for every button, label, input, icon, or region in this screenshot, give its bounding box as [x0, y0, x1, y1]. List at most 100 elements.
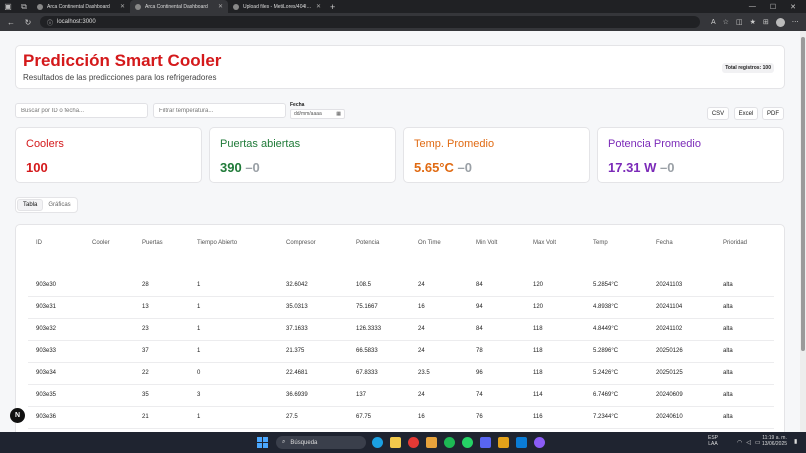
table-cell: 36.6939 [286, 392, 308, 398]
table-row[interactable]: 903e31 13 1 35.0313 75.1667 16 94 120 4.8938°C 20… [28, 297, 774, 319]
table-cell: 5.2426°C [593, 370, 619, 376]
table-cell: alta [723, 370, 733, 376]
table-cell: alta [723, 326, 733, 332]
export-pdf-button[interactable]: PDF [762, 107, 784, 120]
notifications-icon[interactable]: ▮ [794, 439, 798, 445]
temperature-filter-input[interactable] [153, 103, 286, 118]
taskbar-search[interactable]: ⌕ Búsqueda [276, 436, 366, 449]
browser-tab-2[interactable]: Arca Continental Dashboard ✕ [130, 0, 228, 13]
table-cell: 4.8938°C [593, 304, 619, 310]
table-cell: 116 [533, 414, 543, 420]
favorites-icon[interactable]: ★ [749, 19, 756, 26]
browser-tab-strip: ▣ ⧉ Arca Continental Dashboard ✕ Arca Co… [0, 0, 806, 13]
table-row[interactable]: 903e35 35 3 36.6939 137 24 74 114 6.7469°C 202406… [28, 385, 774, 407]
opera-icon[interactable] [408, 437, 419, 448]
table-cell: 903e34 [36, 370, 57, 376]
browser-tab-1[interactable]: Arca Continental Dashboard ✕ [32, 0, 130, 13]
tab-charts[interactable]: Gráficas [48, 202, 71, 208]
total-records-badge: Total registros: 100 [722, 63, 774, 73]
app-icon[interactable] [426, 437, 437, 448]
app-icon-2[interactable] [498, 437, 509, 448]
maximize-icon[interactable]: ☐ [769, 3, 777, 11]
table-cell: 6.7469°C [593, 392, 619, 398]
taskbar-search-label: Búsqueda [290, 439, 318, 446]
tab-table[interactable]: Tabla [17, 199, 44, 211]
collections-icon[interactable]: ⊞ [762, 19, 769, 26]
edge-icon[interactable] [372, 437, 383, 448]
minimize-icon[interactable]: — [748, 2, 756, 10]
table-cell: 24 [418, 326, 425, 332]
app-icon-3[interactable] [534, 437, 545, 448]
close-icon[interactable]: ✕ [217, 4, 223, 10]
table-cell: 5.2896°C [593, 348, 619, 354]
export-csv-button[interactable]: CSV [707, 107, 729, 120]
view-tabs: Tabla Gráficas [15, 197, 78, 213]
table-cell: 20241104 [656, 304, 683, 310]
dev-indicator-button[interactable]: N [10, 408, 25, 423]
browser-tab-3[interactable]: Upload files - MetiLores/404lour... ✕ [228, 0, 326, 13]
read-aloud-icon[interactable]: A [711, 18, 716, 26]
url-field[interactable]: ⓘ localhost:3000 [40, 16, 700, 28]
vscode-icon[interactable] [516, 437, 527, 448]
window-controls: — ☐ ✕ [749, 3, 806, 11]
split-screen-icon[interactable]: ◫ [735, 19, 743, 26]
wifi-icon[interactable]: ◠ [737, 440, 743, 446]
battery-icon[interactable]: ▭ [754, 440, 761, 446]
profile-avatar[interactable] [775, 17, 785, 27]
close-window-icon[interactable]: ✕ [790, 3, 796, 11]
calendar-icon[interactable]: ▦ [336, 111, 341, 117]
lang-top: ESP [708, 435, 719, 441]
stat-trend: –0 [245, 160, 260, 175]
column-header: Temp [593, 240, 608, 246]
more-icon[interactable]: ⋯ [791, 19, 799, 26]
back-icon[interactable]: ← [7, 17, 15, 27]
date-input[interactable]: dd/mm/aaaa ▦ [290, 109, 345, 119]
column-header: Min Volt [476, 240, 498, 246]
table-cell: 1 [197, 282, 201, 288]
spotify-icon[interactable] [444, 437, 455, 448]
tab-actions-icon[interactable]: ⧉ [21, 1, 27, 11]
file-explorer-icon[interactable] [390, 437, 401, 448]
table-row[interactable]: 903e32 23 1 37.1633 126.3333 24 84 118 4.8449°C 2… [28, 319, 774, 341]
table-cell: 1 [197, 304, 201, 310]
table-cell: 67.75 [356, 414, 372, 420]
windows-start-icon[interactable] [257, 437, 268, 448]
table-cell: 1 [197, 414, 201, 420]
volume-icon[interactable]: ◁ [746, 440, 751, 446]
column-header: Puertas [142, 240, 163, 246]
close-icon[interactable]: ✕ [119, 4, 125, 10]
table-row[interactable]: 903e30 28 1 32.6042 108.5 24 84 120 5.2854°C 2024… [28, 275, 774, 297]
table-cell: 903e31 [36, 304, 57, 310]
table-cell: 126.3333 [356, 326, 382, 332]
close-icon[interactable]: ✕ [315, 4, 321, 10]
column-header: Tiempo Abierto [197, 240, 238, 246]
column-header: Fecha [656, 240, 673, 246]
table-cell: 24 [418, 392, 425, 398]
page-scrollbar[interactable] [800, 31, 806, 432]
table-cell: 75.1667 [356, 304, 378, 310]
stat-number: 100 [26, 160, 48, 175]
table-cell: 32.6042 [286, 282, 308, 288]
table-cell: 120 [533, 304, 544, 310]
export-excel-button[interactable]: Excel [734, 107, 758, 120]
table-row[interactable]: 903e36 21 1 27.5 67.75 16 76 116 7.2344°C 2024061… [28, 407, 774, 429]
new-tab-icon[interactable]: + [330, 1, 336, 12]
page-title: Predicción Smart Cooler [23, 51, 222, 70]
favorite-icon[interactable]: ☆ [722, 19, 729, 26]
discord-icon[interactable] [480, 437, 491, 448]
table-cell: 0 [197, 370, 201, 376]
whatsapp-icon[interactable] [462, 437, 473, 448]
reload-icon[interactable]: ↻ [24, 17, 32, 27]
table-row[interactable]: 903e33 37 1 21.375 66.5833 24 78 118 5.2896°C 202… [28, 341, 774, 363]
table-row[interactable]: 903e34 22 0 22.4681 67.8333 23.5 96 118 5.2426°C… [28, 363, 774, 385]
table-cell: 20241102 [656, 326, 683, 332]
scrollbar-thumb[interactable] [801, 37, 805, 351]
stat-number: 5.65°C [414, 160, 454, 175]
taskbar: ⌕ Búsqueda ESP LAA ◠ ◁ ▭ 11:19 a. m. 13/… [0, 432, 806, 453]
language-indicator[interactable]: ESP LAA [708, 435, 718, 447]
clock[interactable]: 11:19 a. m. 13/06/2025 [762, 435, 787, 447]
search-input[interactable] [15, 103, 148, 118]
window-menu-icon[interactable]: ▣ [4, 2, 12, 11]
table-cell: 74 [476, 392, 483, 398]
tab-label: Arca Continental Dashboard [47, 3, 110, 10]
